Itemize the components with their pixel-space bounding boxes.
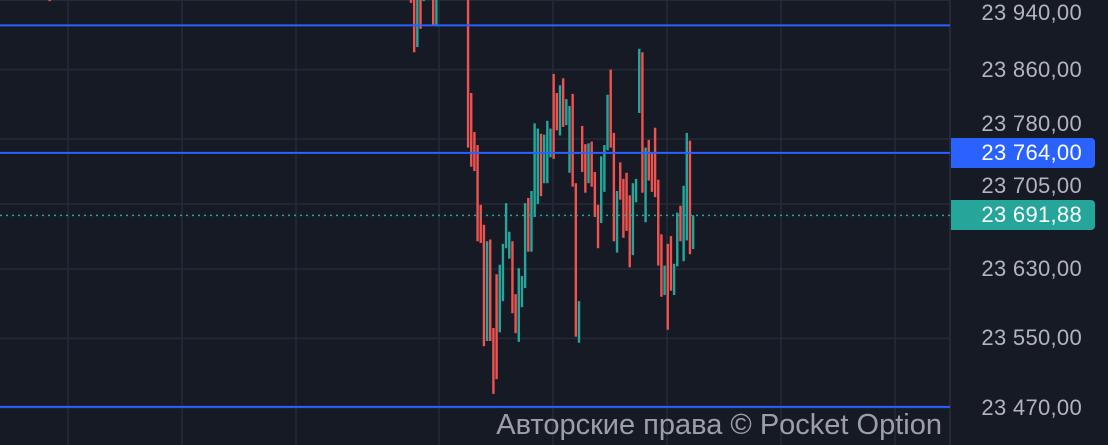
- candle-down: [431, 0, 435, 25]
- candle-up: [672, 263, 676, 296]
- candle-down: [647, 139, 650, 181]
- candle-up: [603, 145, 606, 192]
- candle-up: [682, 185, 685, 262]
- candle-up: [530, 191, 533, 252]
- candle-up: [565, 99, 568, 126]
- candle-up: [644, 147, 647, 223]
- candle-up: [533, 123, 536, 218]
- candle-up: [504, 203, 508, 249]
- candle-up: [517, 268, 520, 342]
- candle-down: [622, 178, 625, 238]
- candle-down: [657, 179, 660, 266]
- candle-down: [419, 0, 422, 29]
- candle-down: [552, 73, 555, 159]
- candle-down: [609, 69, 612, 148]
- candle-up: [520, 275, 524, 308]
- price-axis-label: 23 860,00: [981, 56, 1082, 82]
- candle-down: [619, 162, 622, 200]
- candle-up: [663, 265, 666, 296]
- candle-up: [523, 203, 527, 289]
- price-axis-label: 23 940,00: [981, 0, 1082, 25]
- candle-down: [625, 172, 628, 231]
- candle-up: [498, 264, 501, 333]
- candle-up: [542, 134, 546, 184]
- candle-up: [422, 0, 425, 2]
- candle-down: [669, 236, 673, 291]
- candle-down: [574, 183, 578, 337]
- candle-down: [593, 171, 597, 218]
- candle-down: [666, 243, 669, 330]
- candle-up: [577, 301, 581, 343]
- candle-down: [641, 52, 644, 193]
- candle-up: [435, 0, 438, 25]
- candle-up: [549, 128, 552, 158]
- candle-up: [685, 132, 688, 241]
- candle-up: [676, 212, 679, 267]
- candle-down: [688, 140, 692, 255]
- candle-down: [473, 132, 476, 172]
- candle-down: [482, 224, 486, 347]
- candle-down: [612, 132, 616, 242]
- candle-down: [596, 204, 600, 249]
- candle-down: [495, 274, 498, 380]
- candle-down: [584, 144, 587, 193]
- candle-up: [558, 85, 562, 136]
- candle-down: [650, 151, 654, 192]
- candle-up: [631, 183, 635, 256]
- candle-down: [660, 234, 663, 297]
- price-axis-label: 23 780,00: [981, 110, 1082, 136]
- candle-down: [470, 93, 473, 167]
- candle-down: [409, 0, 413, 3]
- candle-down: [653, 127, 657, 198]
- price-axis-label: 23 550,00: [981, 325, 1082, 351]
- candle-up: [587, 143, 590, 184]
- candle-up: [501, 243, 505, 302]
- candle-up: [485, 241, 489, 341]
- candle-down: [492, 327, 495, 394]
- candle-down: [527, 197, 530, 252]
- candle-up: [536, 128, 539, 205]
- candle-down: [48, 0, 51, 2]
- candle-up: [508, 231, 511, 259]
- candle-up: [691, 215, 695, 250]
- candle-up: [615, 191, 619, 253]
- level-price-badge: 23 764,00: [951, 137, 1095, 168]
- candle-down: [511, 241, 514, 314]
- candle-down: [539, 133, 543, 197]
- candle-down: [628, 195, 631, 268]
- candle-down: [679, 205, 682, 242]
- candle-down: [561, 78, 565, 127]
- candle-up: [638, 48, 641, 113]
- candle-up: [606, 94, 609, 151]
- candle-down: [514, 294, 517, 334]
- candle-down: [555, 93, 559, 131]
- price-axis-label: 23 630,00: [981, 256, 1082, 282]
- candle-down: [571, 93, 574, 187]
- candle-up: [634, 178, 638, 203]
- candle-down: [476, 145, 479, 242]
- candle-down: [580, 125, 584, 172]
- candle-down: [489, 239, 492, 341]
- candle-down: [590, 141, 593, 187]
- candle-up: [568, 106, 571, 173]
- candle-up: [600, 156, 603, 224]
- price-axis-label: 23 705,00: [981, 173, 1082, 199]
- current-price-badge: 23 691,88: [951, 200, 1095, 231]
- price-axis-label: 23 470,00: [981, 394, 1082, 420]
- candle-down: [479, 204, 482, 244]
- candle-up: [416, 0, 419, 48]
- copyright-watermark: Авторские права © Pocket Option: [496, 409, 942, 441]
- candle-down: [466, 0, 470, 148]
